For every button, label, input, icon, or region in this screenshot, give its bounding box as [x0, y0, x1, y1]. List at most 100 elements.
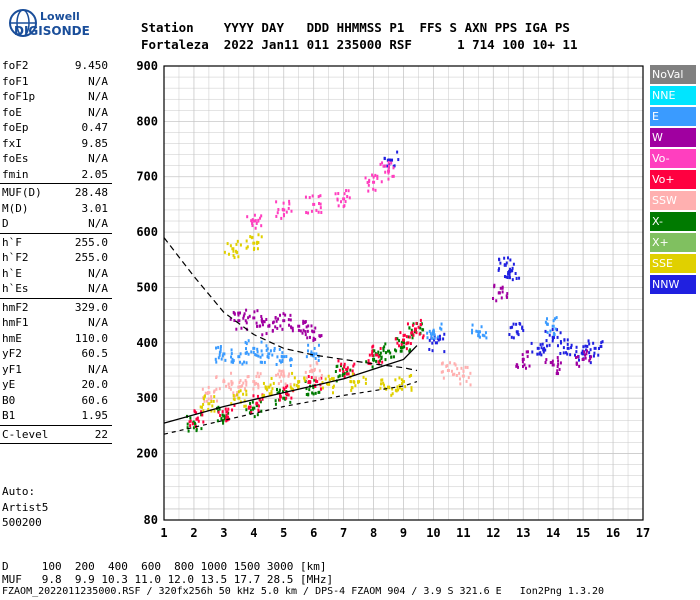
data-point — [451, 373, 454, 377]
data-point — [431, 341, 434, 345]
data-point — [222, 352, 226, 356]
data-point — [282, 312, 285, 316]
data-point — [291, 388, 294, 392]
legend-item: X+ — [650, 233, 696, 252]
data-point — [227, 407, 230, 411]
param-value: 2.05 — [81, 167, 109, 181]
data-point — [540, 353, 543, 357]
data-point — [501, 290, 504, 294]
data-point — [239, 243, 242, 247]
legend-item: NNE — [650, 86, 696, 105]
x-tick-label: 7 — [340, 526, 347, 540]
data-point — [471, 331, 474, 335]
data-point — [477, 332, 480, 336]
data-point — [539, 351, 542, 355]
data-point — [497, 268, 500, 272]
data-point — [374, 173, 377, 177]
data-point — [440, 370, 443, 374]
data-point — [250, 350, 253, 354]
data-point — [320, 376, 323, 380]
data-point — [548, 333, 551, 337]
data-point — [220, 357, 223, 361]
data-point — [252, 380, 256, 384]
data-point — [408, 335, 411, 339]
data-point — [249, 409, 252, 413]
data-point — [575, 361, 578, 365]
data-point — [211, 404, 214, 408]
data-point — [252, 407, 255, 411]
data-point — [586, 349, 589, 353]
data-point — [589, 361, 592, 365]
data-point — [282, 201, 285, 205]
data-point — [225, 410, 229, 414]
data-point — [259, 216, 262, 220]
param-row: MUF(D) 28.48 — [0, 185, 112, 201]
data-point — [546, 344, 549, 348]
data-point — [331, 377, 334, 381]
data-point — [302, 321, 305, 325]
data-point — [307, 393, 310, 397]
data-point — [255, 353, 258, 357]
data-point — [383, 383, 386, 387]
data-point — [516, 331, 519, 335]
data-point — [371, 353, 374, 357]
data-point — [388, 164, 391, 168]
data-point — [512, 262, 515, 266]
data-point — [310, 209, 313, 213]
data-point — [189, 416, 192, 420]
data-point — [242, 314, 245, 318]
data-point — [348, 196, 351, 200]
data-point — [588, 351, 591, 355]
data-point — [461, 374, 465, 378]
data-point — [410, 388, 413, 392]
data-point — [278, 388, 281, 392]
data-point — [219, 413, 222, 417]
data-point — [256, 350, 259, 354]
data-point — [556, 335, 559, 339]
data-point — [254, 226, 257, 230]
data-point — [246, 245, 249, 249]
data-point — [390, 393, 393, 397]
data-point — [246, 215, 249, 219]
data-point — [227, 382, 230, 386]
data-point — [386, 164, 389, 168]
data-point — [431, 349, 434, 353]
data-point — [232, 249, 235, 253]
data-point — [351, 369, 354, 373]
param-name: fmin — [2, 167, 29, 181]
data-point — [278, 398, 281, 402]
data-point — [387, 349, 391, 353]
data-point — [265, 344, 268, 348]
data-point — [260, 314, 263, 318]
data-point — [387, 160, 390, 164]
data-point — [371, 365, 374, 369]
data-point — [256, 394, 259, 398]
data-point — [278, 375, 281, 379]
data-point — [460, 366, 463, 370]
y-tick-label: 500 — [136, 280, 158, 294]
param-separator — [0, 297, 112, 299]
data-point — [276, 391, 279, 395]
data-point — [379, 162, 382, 166]
data-point — [202, 402, 205, 406]
data-point — [546, 322, 549, 326]
data-point — [285, 355, 288, 359]
data-point — [402, 333, 405, 337]
data-point — [450, 369, 453, 373]
data-point — [297, 380, 300, 384]
data-point — [241, 362, 244, 366]
data-point — [243, 387, 246, 391]
data-point — [389, 351, 392, 355]
data-point — [260, 235, 263, 239]
data-point — [405, 347, 408, 351]
data-point — [187, 429, 190, 433]
data-point — [446, 364, 449, 368]
data-point — [200, 413, 203, 417]
data-point — [277, 208, 280, 212]
data-point — [336, 364, 339, 368]
data-point — [310, 324, 313, 328]
data-point — [264, 385, 267, 389]
data-point — [388, 158, 391, 162]
data-point — [252, 387, 255, 391]
data-point — [265, 317, 268, 321]
